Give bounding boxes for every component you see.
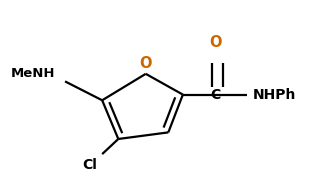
- Text: Cl: Cl: [82, 158, 97, 172]
- Text: MeNH: MeNH: [10, 67, 55, 80]
- Text: NHPh: NHPh: [252, 88, 296, 102]
- Text: O: O: [140, 56, 152, 71]
- Text: O: O: [209, 35, 221, 50]
- Text: C: C: [210, 88, 220, 102]
